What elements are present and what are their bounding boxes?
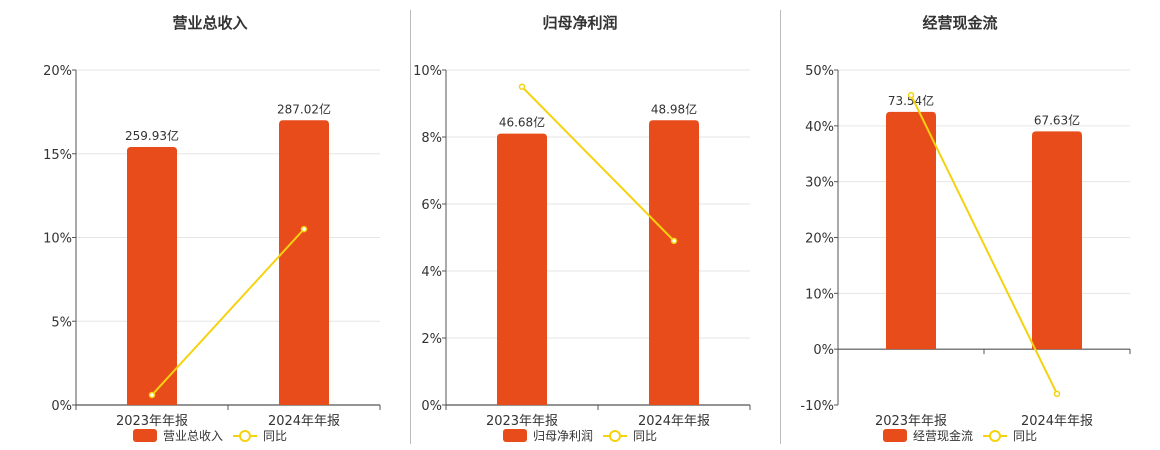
yoy-point (148, 391, 156, 399)
legend-bar-swatch (503, 429, 527, 442)
y-tick-label: 0% (51, 399, 72, 414)
yoy-point (670, 237, 678, 245)
y-tick-label: 2% (421, 332, 442, 347)
y-tick-label: 40% (805, 120, 834, 135)
x-tick-label: 2023年年报 (116, 414, 188, 429)
y-tick-label: 0% (813, 343, 834, 358)
y-tick-label: -10% (800, 399, 834, 414)
bar (497, 133, 547, 405)
y-tick-label: 5% (51, 315, 72, 330)
bar (1032, 131, 1082, 350)
bar-data-label: 259.93亿 (125, 128, 179, 143)
legend-line-label: 同比 (633, 429, 657, 443)
y-tick-label: 10% (805, 287, 834, 302)
y-tick-label: 0% (421, 399, 442, 414)
legend-line-marker (609, 430, 621, 442)
y-tick-label: 8% (421, 131, 442, 146)
legend-line-label: 同比 (1013, 429, 1037, 443)
x-tick-label: 2024年年报 (638, 414, 710, 429)
chart-panel-2: 归母净利润 0% 2% 4% 6% 8% 10% 2023年年报 2024年年报 46.68亿 48… (413, 14, 751, 443)
bar (127, 147, 177, 406)
legend-bar-label: 营业总收入 (163, 429, 223, 443)
yoy-point (518, 83, 526, 90)
yoy-line (910, 94, 1058, 395)
yoy-line (151, 228, 305, 396)
yoy-point (300, 225, 308, 233)
x-tick-label: 2024年年报 (1021, 414, 1093, 429)
legend-line-marker (989, 430, 1001, 442)
bar-data-label: 48.98亿 (651, 101, 697, 116)
yoy-line (521, 86, 675, 242)
bar (649, 120, 699, 405)
bar-data-label: 67.63亿 (1034, 112, 1080, 127)
legend-line-label: 同比 (263, 429, 287, 443)
y-tick-label: 15% (43, 148, 72, 163)
bar (279, 120, 329, 405)
chart-title: 归母净利润 (542, 14, 617, 32)
legend-bar-label: 经营现金流 (913, 428, 973, 443)
chart-panel-3: 经营现金流 -10% 0% 10% 20% 30% 40% 50% 2023年年报 2024年年报… (800, 14, 1131, 443)
legend-line-marker (239, 430, 251, 442)
y-tick-label: 6% (421, 198, 442, 213)
bar-data-label: 73.54亿 (888, 93, 934, 108)
y-tick-label: 20% (805, 232, 834, 247)
bar-data-label: 46.68亿 (499, 115, 545, 130)
bar (886, 111, 936, 350)
yoy-point (907, 91, 915, 99)
legend-bar-label: 归母净利润 (533, 429, 593, 443)
x-tick-label: 2023年年报 (875, 414, 947, 429)
y-tick-label: 10% (43, 232, 72, 247)
chart-title: 经营现金流 (922, 14, 997, 32)
legend-bar-swatch (883, 429, 907, 442)
chart-panel-1: 营业总收入 0% 5% 10% 15% 20% 2023年年报 2024年年报 259.93亿 2… (43, 14, 381, 443)
y-tick-label: 30% (805, 176, 834, 191)
y-tick-label: 10% (413, 64, 442, 79)
y-tick-label: 20% (43, 64, 72, 79)
legend-bar-swatch (133, 429, 157, 442)
y-tick-label: 50% (805, 64, 834, 79)
bar-data-label: 287.02亿 (277, 101, 331, 116)
y-tick-label: 4% (421, 265, 442, 280)
x-tick-label: 2024年年报 (268, 414, 340, 429)
yoy-point (1053, 390, 1061, 398)
chart-title: 营业总收入 (172, 14, 247, 32)
x-tick-label: 2023年年报 (486, 414, 558, 429)
